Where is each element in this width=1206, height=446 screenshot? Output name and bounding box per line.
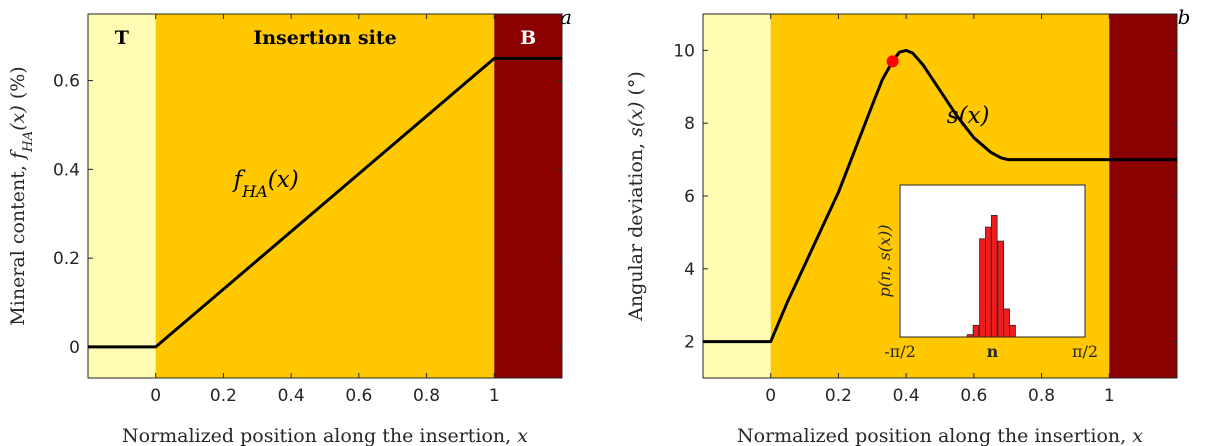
x-tick-label: 0.6 (960, 386, 987, 406)
x-tick-label: 0.8 (413, 386, 440, 406)
region-label-tendon: T (115, 27, 129, 49)
x-tick-label: 0.2 (210, 386, 237, 406)
y-tick-label: 4 (684, 260, 695, 280)
inset-bar (990, 214, 998, 338)
inset-bar (966, 334, 974, 338)
inset-y-label: p(n, s(x)) (875, 225, 894, 298)
region-bone (494, 14, 562, 378)
x-tick-label: 0.2 (825, 386, 852, 406)
y-tick-label: 6 (684, 187, 695, 207)
x-tick-label: 0.4 (893, 386, 920, 406)
y-tick-label: 0 (69, 338, 80, 358)
inset-bar (979, 238, 986, 338)
region-label-bone: B (520, 27, 536, 49)
axes-frame (87, 13, 563, 379)
y-axis-label: Angular deviation, s(x) (°) (625, 71, 647, 322)
region-insertion (155, 14, 495, 378)
curve-label: s(x) (947, 103, 990, 129)
x-tick-label: 0 (765, 386, 776, 406)
x-tick-label: 0.4 (278, 386, 305, 406)
inset-xtick-label: π/2 (1072, 342, 1098, 361)
x-tick-label: 0.6 (345, 386, 372, 406)
x-axis-label: Normalized position along the insertion,… (737, 425, 1143, 446)
region-bone (1109, 14, 1177, 378)
inset-x-label: n (987, 342, 999, 361)
region-label-insertion: Insertion site (253, 27, 396, 49)
inset-bar (1009, 324, 1016, 338)
highlight-point (886, 55, 899, 68)
curve-label: fHA(x) (232, 167, 299, 201)
inset-histogram: -π/2 π/2 n p(n, s(x)) (875, 184, 1098, 361)
x-tick-label: 1 (1104, 386, 1115, 406)
panel-b: 0 0.2 0.4 0.6 0.8 1 2 4 6 8 10 s(x) Normalized posit… (625, 5, 1190, 446)
y-tick-label: 0.6 (53, 72, 80, 92)
y-tick-label: 0.2 (53, 249, 80, 269)
inset-bar (985, 226, 992, 338)
inset-bar (972, 324, 980, 338)
panel-letter: b (1178, 5, 1191, 29)
region-tendon (88, 14, 156, 378)
y-tick-label: 2 (684, 333, 695, 353)
inset-bar (1003, 308, 1010, 338)
y-tick-label: 0.4 (53, 160, 80, 180)
x-tick-label: 1 (489, 386, 500, 406)
region-tendon (703, 14, 771, 378)
inset-xtick-label: -π/2 (884, 342, 916, 361)
series-line (88, 56, 562, 349)
inset-bar (997, 240, 1005, 338)
y-tick-label: 10 (673, 41, 695, 61)
x-tick-label: 0 (150, 386, 161, 406)
x-tick-label: 0.8 (1028, 386, 1055, 406)
panel-letter: a (560, 5, 572, 29)
series-line (703, 48, 1177, 344)
y-axis-label: Mineral content, fHA(x) (%) (7, 66, 36, 325)
y-tick-label: 8 (684, 114, 695, 134)
x-axis-label: Normalized position along the insertion,… (122, 425, 528, 446)
panel-a: T Insertion site B 0 0.2 0.4 0.6 0.8 1 0 0.2 0.4 0.6… (7, 5, 572, 446)
